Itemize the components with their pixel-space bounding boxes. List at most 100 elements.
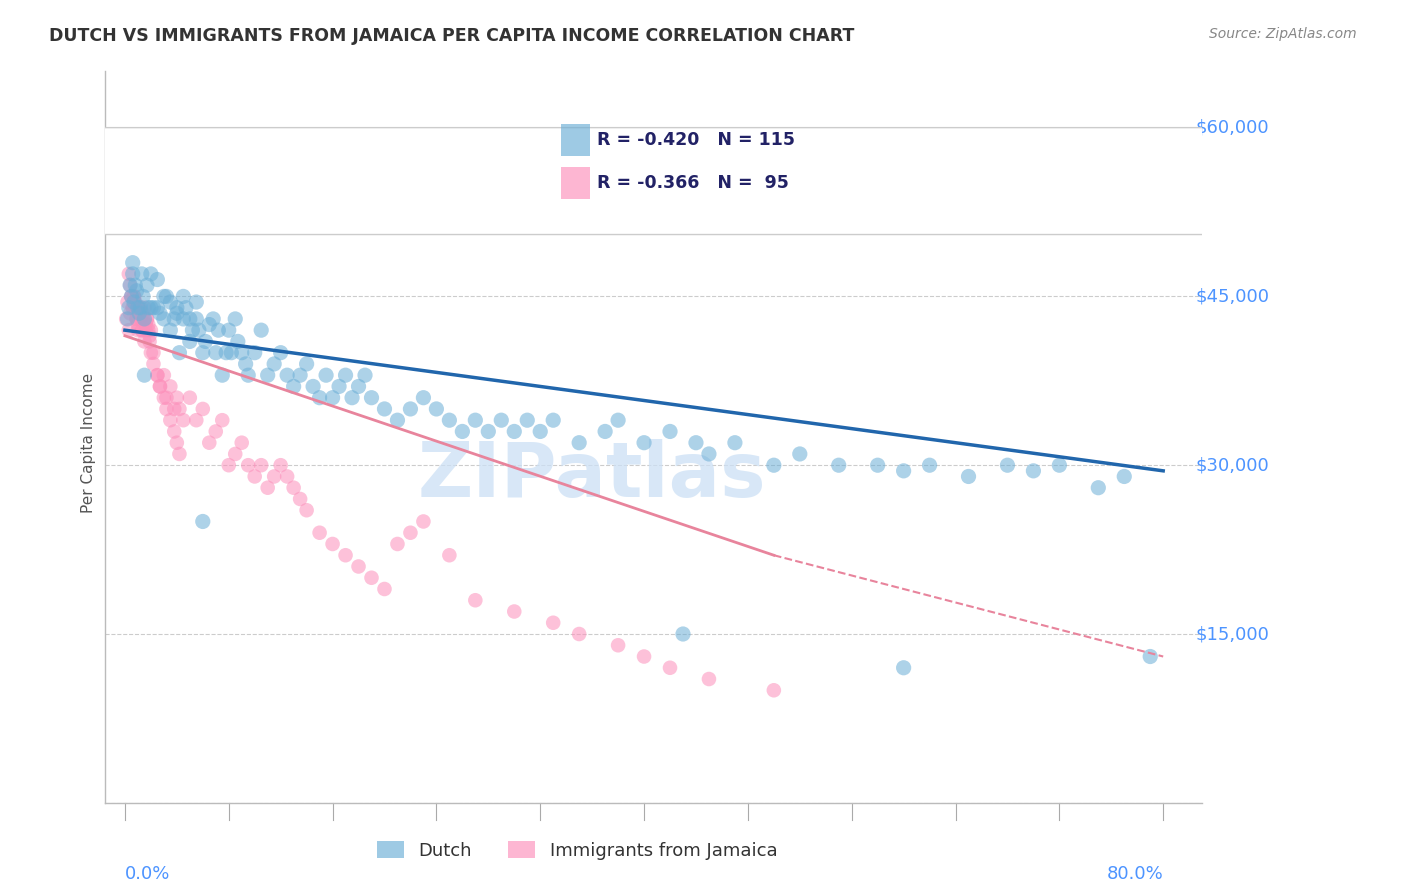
Point	[607, 638, 630, 652]
Point	[516, 413, 538, 427]
Point	[866, 458, 889, 473]
Point	[283, 481, 305, 495]
Point	[159, 295, 181, 310]
Point	[186, 312, 208, 326]
Point	[125, 284, 148, 298]
Point	[172, 312, 194, 326]
Point	[789, 447, 811, 461]
Point	[181, 323, 204, 337]
Point	[1139, 649, 1161, 664]
Text: DUTCH VS IMMIGRANTS FROM JAMAICA PER CAPITA INCOME CORRELATION CHART: DUTCH VS IMMIGRANTS FROM JAMAICA PER CAP…	[49, 27, 855, 45]
Text: 80.0%: 80.0%	[1107, 864, 1163, 883]
Point	[568, 627, 591, 641]
Point	[724, 435, 747, 450]
Point	[136, 278, 159, 293]
Point	[139, 323, 162, 337]
Point	[918, 458, 941, 473]
Point	[191, 345, 214, 359]
Text: ZIPatlas: ZIPatlas	[418, 440, 766, 514]
Point	[120, 289, 142, 303]
Text: $60,000: $60,000	[1195, 119, 1270, 136]
FancyBboxPatch shape	[0, 128, 1406, 235]
Point	[166, 301, 188, 315]
Point	[121, 267, 143, 281]
Point	[149, 306, 172, 320]
Point	[169, 401, 191, 416]
Point	[503, 425, 526, 439]
Point	[412, 391, 434, 405]
Point	[283, 379, 305, 393]
Point	[163, 312, 186, 326]
Point	[387, 537, 409, 551]
Point	[250, 323, 273, 337]
Point	[146, 368, 169, 383]
Point	[439, 548, 461, 562]
Point	[127, 323, 149, 337]
Point	[593, 425, 616, 439]
Point	[347, 559, 370, 574]
Point	[124, 295, 146, 310]
Point	[125, 312, 148, 326]
Point	[224, 447, 246, 461]
Point	[155, 391, 177, 405]
Point	[373, 582, 395, 596]
Point	[347, 379, 370, 393]
Point	[146, 272, 169, 286]
Point	[132, 289, 155, 303]
Point	[243, 469, 266, 483]
Point	[186, 295, 208, 310]
Point	[218, 323, 240, 337]
Point	[685, 435, 707, 450]
Point	[159, 413, 181, 427]
Point	[122, 295, 145, 310]
Point	[125, 312, 148, 326]
Point	[354, 368, 377, 383]
Point	[118, 323, 141, 337]
Point	[128, 301, 150, 315]
Point	[134, 301, 156, 315]
Point	[672, 627, 695, 641]
Point	[172, 413, 194, 427]
Point	[762, 683, 785, 698]
Point	[134, 312, 156, 326]
Point	[179, 312, 201, 326]
Point	[243, 345, 266, 359]
Point	[135, 323, 157, 337]
Point	[120, 306, 142, 320]
Text: Source: ZipAtlas.com: Source: ZipAtlas.com	[1209, 27, 1357, 41]
Point	[136, 312, 159, 326]
Point	[134, 368, 156, 383]
Point	[276, 469, 298, 483]
Point	[174, 301, 197, 315]
Point	[207, 323, 229, 337]
Point	[204, 345, 226, 359]
Point	[187, 323, 209, 337]
Point	[1114, 469, 1136, 483]
Point	[122, 289, 145, 303]
Point	[129, 306, 152, 320]
Point	[697, 672, 720, 686]
Point	[308, 391, 330, 405]
Point	[142, 357, 165, 371]
Point	[235, 357, 257, 371]
Point	[131, 323, 153, 337]
Point	[153, 312, 176, 326]
Point	[142, 345, 165, 359]
Point	[166, 306, 188, 320]
Point	[340, 391, 363, 405]
Point	[128, 301, 150, 315]
Point	[139, 267, 162, 281]
Point	[659, 425, 682, 439]
Point	[138, 334, 160, 349]
Point	[166, 435, 188, 450]
Text: 0.0%: 0.0%	[125, 864, 170, 883]
Point	[893, 464, 915, 478]
Point	[155, 401, 177, 416]
Point	[146, 301, 169, 315]
Point	[1047, 458, 1070, 473]
Point	[1087, 481, 1109, 495]
Point	[179, 391, 201, 405]
Point	[387, 413, 409, 427]
Point	[412, 515, 434, 529]
Point	[163, 425, 186, 439]
